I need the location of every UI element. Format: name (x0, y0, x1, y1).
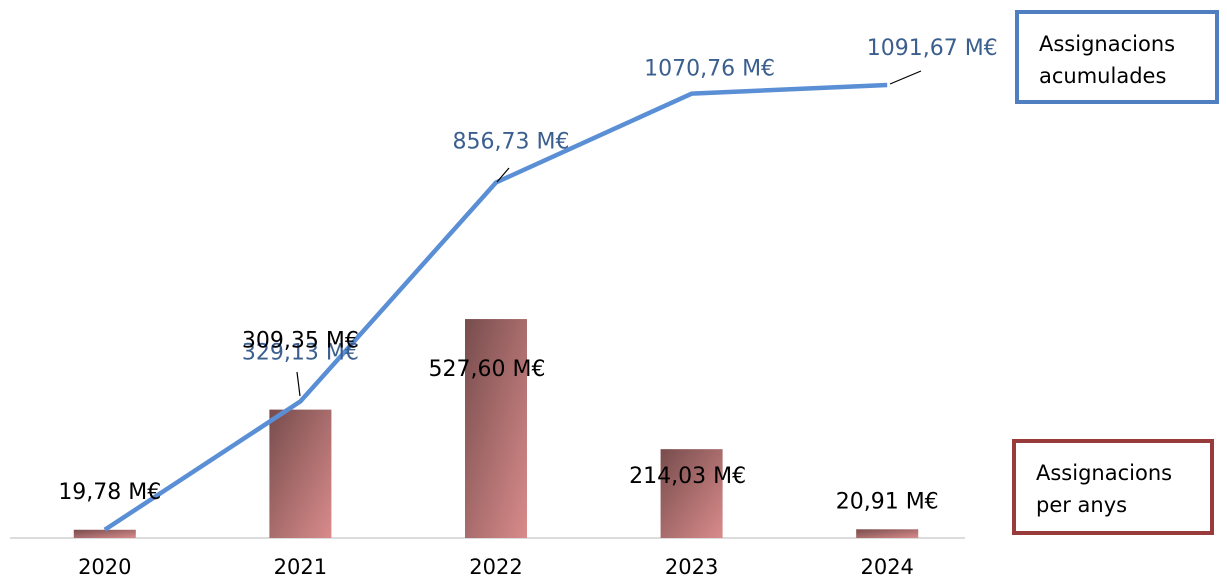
bar-value-label: 19,78 M€ (58, 480, 161, 505)
bar-value-label: 527,60 M€ (429, 357, 546, 382)
x-tick-label: 2022 (469, 555, 522, 579)
line-value-label: 856,73 M€ (453, 129, 570, 154)
x-tick-label: 2024 (860, 555, 913, 579)
x-tick-label: 2021 (274, 555, 327, 579)
line-value-label: 1070,76 M€ (644, 57, 775, 82)
line (103, 82, 888, 532)
x-tick-label: 2020 (78, 555, 131, 579)
legend-line: Assignacions acumulades (1015, 10, 1219, 104)
bar-value-label: 214,03 M€ (629, 464, 746, 489)
bar-value-label: 309,35 M€ (242, 329, 359, 354)
bar-shade (856, 529, 919, 538)
bar-shade (465, 319, 527, 538)
leader-line (889, 70, 922, 85)
bar-shade (660, 449, 723, 538)
legend-bar: Assignacions per anys (1012, 439, 1214, 535)
bar-value-label: 20,91 M€ (836, 489, 939, 514)
leader-line (296, 371, 301, 397)
line-value-label: 1091,67 M€ (867, 36, 998, 61)
bar-shade (73, 529, 136, 538)
line-value-label: 329,13 M€ (242, 340, 359, 365)
bar-shade (269, 409, 332, 538)
x-tick-label: 2023 (665, 555, 718, 579)
leader-line (496, 167, 510, 183)
